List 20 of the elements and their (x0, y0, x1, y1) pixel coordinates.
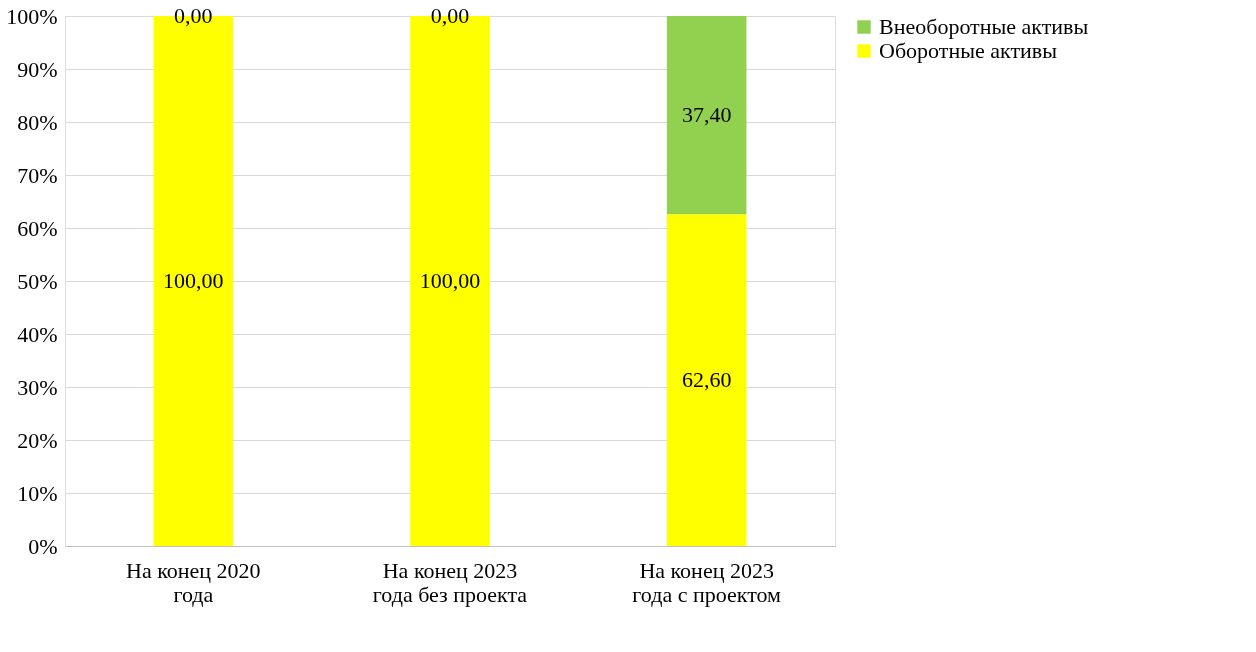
data-label: 100,00 (163, 268, 224, 293)
data-label: 37,40 (681, 102, 732, 128)
y-tick-label: 70% (17, 162, 58, 188)
y-tick-label: 0% (28, 533, 58, 559)
x-tick-label: На конец 2020 года (126, 557, 261, 607)
legend-label: Оборотные активы (879, 38, 1058, 63)
y-tick-label: 10% (17, 480, 58, 506)
x-tick-label: На конец 2023 года без проекта (372, 557, 528, 607)
data-label: 62,60 (681, 367, 732, 393)
y-tick-label: 50% (17, 268, 58, 294)
y-tick-label: 40% (17, 321, 58, 347)
y-tick-label: 90% (17, 56, 58, 82)
x-tick-label: На конец 2023 года с проектом (632, 557, 782, 607)
data-label: 100,00 (419, 268, 481, 293)
y-tick-label: 80% (17, 109, 58, 135)
y-tick-label: 20% (17, 427, 58, 453)
legend-label: Внеоборотные активы (879, 14, 1089, 39)
y-tick-label: 60% (17, 215, 58, 241)
y-tick-label: 30% (17, 374, 58, 400)
y-tick-label: 100% (6, 3, 58, 29)
